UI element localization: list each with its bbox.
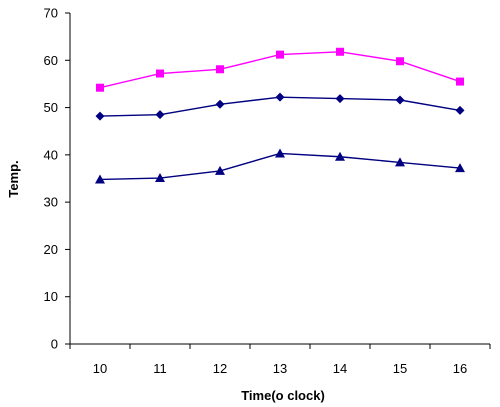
y-tick-label: 60 — [44, 53, 58, 68]
data-point-square — [96, 83, 104, 92]
data-point-triangle — [95, 174, 105, 184]
data-point-diamond — [455, 105, 465, 115]
data-point-triangle — [215, 165, 225, 175]
y-tick-label: 20 — [44, 242, 58, 257]
data-point-triangle — [335, 151, 345, 161]
x-axis: 10 11 12 13 14 15 16 — [69, 343, 491, 376]
x-tick-label: 13 — [273, 361, 287, 376]
x-tick-label: 10 — [93, 361, 107, 376]
y-axis-title: Temp. — [6, 160, 21, 197]
x-tick-label: 14 — [333, 361, 347, 376]
data-point-diamond — [395, 95, 405, 105]
data-point-square — [276, 50, 284, 59]
y-tick-label: 10 — [44, 289, 58, 304]
x-tick-label: 16 — [453, 361, 467, 376]
y-tick-label: 40 — [44, 147, 58, 162]
series-2 — [95, 92, 465, 121]
y-tick-label: 30 — [44, 195, 58, 210]
data-point-square — [456, 77, 464, 86]
y-tick-label: 50 — [44, 100, 58, 115]
data-point-triangle — [275, 148, 285, 158]
data-point-triangle — [455, 163, 465, 173]
data-point-triangle — [155, 173, 165, 183]
data-point-square — [396, 57, 404, 66]
y-tick-label: 0 — [51, 337, 58, 352]
series-1 — [96, 47, 464, 92]
x-tick-label: 11 — [153, 361, 167, 376]
data-point-diamond — [215, 99, 225, 109]
data-point-diamond — [155, 110, 165, 120]
series-3 — [95, 148, 465, 184]
x-axis-title: Time(o clock) — [241, 388, 325, 403]
data-point-square — [156, 69, 164, 78]
data-point-triangle — [395, 157, 405, 167]
data-point-diamond — [275, 92, 285, 102]
data-point-square — [336, 47, 344, 56]
x-tick-label: 12 — [213, 361, 227, 376]
x-tick-label: 15 — [393, 361, 407, 376]
data-point-square — [216, 65, 224, 74]
data-point-diamond — [335, 94, 345, 104]
data-point-diamond — [95, 111, 105, 121]
y-tick-label: 70 — [44, 6, 58, 21]
y-axis: 0 10 20 30 40 50 60 70 — [44, 6, 71, 352]
series-layer — [95, 47, 465, 184]
